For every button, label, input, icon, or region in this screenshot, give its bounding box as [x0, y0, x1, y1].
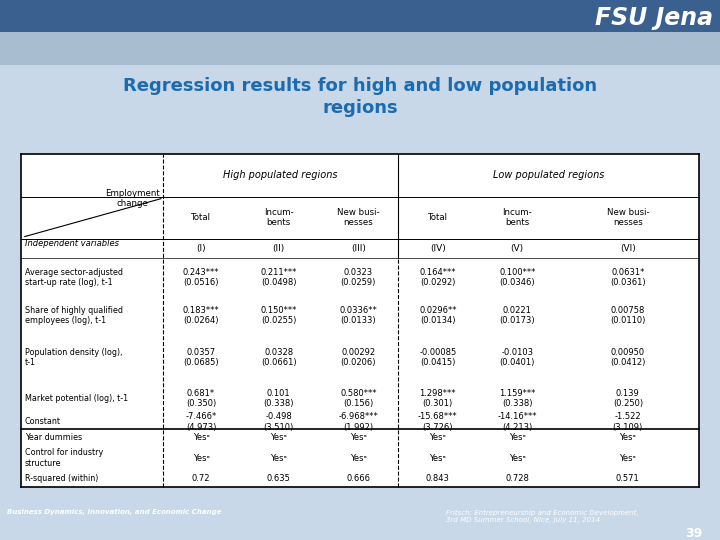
Text: -7.466*
(4.973): -7.466* (4.973): [185, 412, 217, 431]
Text: FSU Jena: FSU Jena: [595, 6, 713, 30]
Text: Incum-
bents: Incum- bents: [503, 208, 532, 227]
Text: Population density (log),
t-1: Population density (log), t-1: [24, 348, 122, 367]
Text: Average sector-adjusted
start-up rate (log), t-1: Average sector-adjusted start-up rate (l…: [24, 268, 123, 287]
Text: Market potential (log), t-1: Market potential (log), t-1: [24, 394, 128, 403]
Text: (V): (V): [510, 244, 524, 253]
Text: Control for industry
structure: Control for industry structure: [24, 448, 103, 468]
Text: Fritsch: Entrepreneurship and Economic Development,
3rd MD Summer School, Nice, : Fritsch: Entrepreneurship and Economic D…: [446, 510, 639, 523]
Text: Total: Total: [191, 213, 211, 222]
Text: Yesᵃ: Yesᵃ: [270, 434, 287, 442]
Text: 0.681*
(0.350): 0.681* (0.350): [186, 389, 216, 408]
Text: 0.72: 0.72: [192, 474, 210, 483]
Text: 0.164***
(0.0292): 0.164*** (0.0292): [420, 268, 456, 287]
Text: Year dummies: Year dummies: [24, 434, 82, 442]
Bar: [0, 0, 720, 32]
Text: Yesᵃ: Yesᵃ: [192, 434, 210, 442]
Text: -1.522
(3.109): -1.522 (3.109): [613, 412, 643, 431]
Text: (VI): (VI): [620, 244, 636, 253]
Text: 0.666: 0.666: [346, 474, 370, 483]
Text: 0.139
(0.250): 0.139 (0.250): [613, 389, 643, 408]
Text: Yesᵃ: Yesᵃ: [619, 454, 636, 463]
Text: 0.843: 0.843: [426, 474, 450, 483]
Text: (II): (II): [273, 244, 285, 253]
Text: 0.00292
(0.0206): 0.00292 (0.0206): [341, 348, 376, 367]
Text: 0.183***
(0.0264): 0.183*** (0.0264): [183, 306, 220, 325]
Text: -0.0103
(0.0401): -0.0103 (0.0401): [500, 348, 535, 367]
Text: Yesᵃ: Yesᵃ: [350, 434, 366, 442]
Text: Business Dynamics, Innovation, and Economic Change: Business Dynamics, Innovation, and Econo…: [7, 509, 222, 515]
Text: -14.16***
(4.213): -14.16*** (4.213): [498, 412, 537, 431]
Text: 0.243***
(0.0516): 0.243*** (0.0516): [183, 268, 220, 287]
Text: Yesᵃ: Yesᵃ: [619, 434, 636, 442]
Text: Incum-
bents: Incum- bents: [264, 208, 294, 227]
Text: 0.101
(0.338): 0.101 (0.338): [264, 389, 294, 408]
Text: Regression results for high and low population
regions: Regression results for high and low popu…: [123, 77, 597, 117]
Text: (I): (I): [197, 244, 206, 253]
Text: -0.00085
(0.0415): -0.00085 (0.0415): [419, 348, 456, 367]
Text: Yesᵃ: Yesᵃ: [429, 434, 446, 442]
Text: Constant: Constant: [24, 417, 60, 427]
Text: 1.159***
(0.338): 1.159*** (0.338): [499, 389, 536, 408]
Text: 0.728: 0.728: [505, 474, 529, 483]
Text: 0.0328
(0.0661): 0.0328 (0.0661): [261, 348, 297, 367]
Text: -15.68***
(3.726): -15.68*** (3.726): [418, 412, 458, 431]
Text: 0.0357
(0.0685): 0.0357 (0.0685): [183, 348, 219, 367]
Text: New busi-
nesses: New busi- nesses: [606, 208, 649, 227]
Text: Yesᵃ: Yesᵃ: [350, 454, 366, 463]
Text: 1.298***
(0.301): 1.298*** (0.301): [420, 389, 456, 408]
Text: -0.498
(3.510): -0.498 (3.510): [264, 412, 294, 431]
Text: Yesᵃ: Yesᵃ: [509, 454, 526, 463]
Text: Total: Total: [428, 213, 448, 222]
Text: R-squared (within): R-squared (within): [24, 474, 98, 483]
Text: Share of highly qualified
employees (log), t-1: Share of highly qualified employees (log…: [24, 306, 123, 325]
Text: 0.211***
(0.0498): 0.211*** (0.0498): [261, 268, 297, 287]
Bar: [22, 154, 698, 487]
Text: 0.0336**
(0.0133): 0.0336** (0.0133): [339, 306, 377, 325]
Text: 0.00758
(0.0110): 0.00758 (0.0110): [610, 306, 646, 325]
Text: High populated regions: High populated regions: [223, 171, 338, 180]
Text: -6.968***
(1.992): -6.968*** (1.992): [338, 412, 378, 431]
Text: 0.0323
(0.0259): 0.0323 (0.0259): [341, 268, 376, 287]
Text: 0.635: 0.635: [267, 474, 291, 483]
Text: 0.150***
(0.0255): 0.150*** (0.0255): [261, 306, 297, 325]
Text: 0.580***
(0.156): 0.580*** (0.156): [340, 389, 377, 408]
Text: 0.571: 0.571: [616, 474, 639, 483]
Text: 39: 39: [685, 526, 702, 539]
Text: Yesᵃ: Yesᵃ: [270, 454, 287, 463]
Text: Yesᵃ: Yesᵃ: [192, 454, 210, 463]
Text: 0.100***
(0.0346): 0.100*** (0.0346): [499, 268, 536, 287]
Text: Yesᵃ: Yesᵃ: [509, 434, 526, 442]
Text: Employment
change: Employment change: [105, 189, 160, 208]
Text: 0.0296**
(0.0134): 0.0296** (0.0134): [419, 306, 456, 325]
Text: (IV): (IV): [430, 244, 446, 253]
Text: 0.0631*
(0.0361): 0.0631* (0.0361): [610, 268, 646, 287]
Bar: [0, 32, 720, 65]
Text: Low populated regions: Low populated regions: [492, 171, 604, 180]
Text: Yesᵃ: Yesᵃ: [429, 454, 446, 463]
Text: 0.00950
(0.0412): 0.00950 (0.0412): [610, 348, 646, 367]
Text: Independent variables: Independent variables: [24, 239, 119, 248]
Text: (III): (III): [351, 244, 366, 253]
Text: 0.0221
(0.0173): 0.0221 (0.0173): [500, 306, 535, 325]
Text: New busi-
nesses: New busi- nesses: [337, 208, 379, 227]
